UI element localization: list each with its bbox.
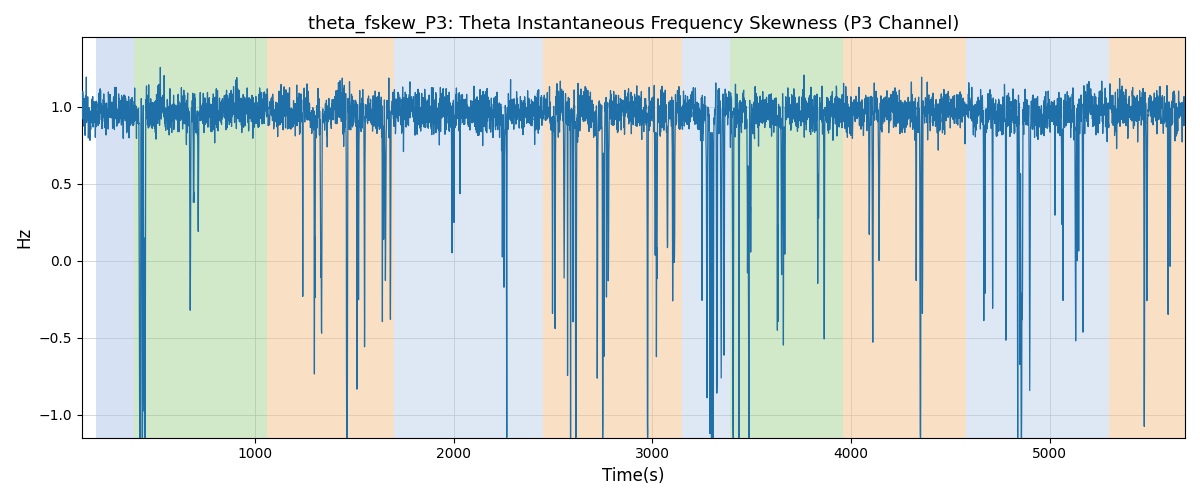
Bar xyxy=(544,38,682,438)
Bar xyxy=(730,38,844,438)
X-axis label: Time(s): Time(s) xyxy=(602,467,665,485)
Title: theta_fskew_P3: Theta Instantaneous Frequency Skewness (P3 Channel): theta_fskew_P3: Theta Instantaneous Freq… xyxy=(307,15,959,34)
Bar xyxy=(266,38,394,438)
Bar xyxy=(1110,38,1186,438)
Bar xyxy=(133,38,266,438)
Bar xyxy=(966,38,1034,438)
Bar xyxy=(394,38,544,438)
Bar xyxy=(682,38,730,438)
Y-axis label: Hz: Hz xyxy=(14,227,32,248)
Bar xyxy=(844,38,966,438)
Bar xyxy=(1034,38,1110,438)
Bar xyxy=(96,38,133,438)
